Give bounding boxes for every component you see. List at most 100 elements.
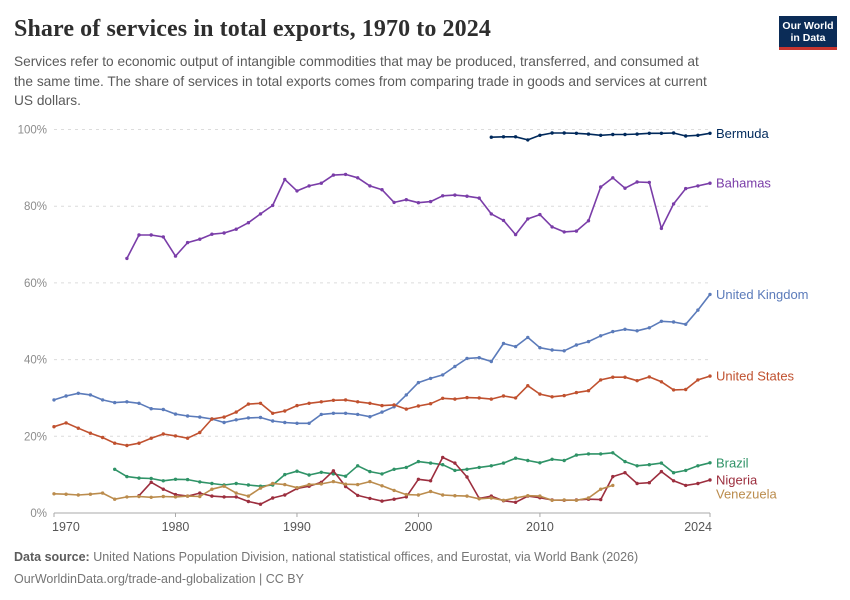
- entity-label-venezuela[interactable]: Venezuela: [716, 487, 777, 502]
- entity-label-united-states[interactable]: United States: [716, 369, 795, 384]
- series-marker-united-kingdom: [404, 393, 408, 397]
- series-marker-bahamas: [489, 212, 493, 216]
- series-marker-bermuda: [550, 131, 554, 135]
- x-axis-label-2024: 2024: [684, 520, 712, 534]
- series-marker-united-states: [489, 397, 493, 401]
- series-marker-united-states: [562, 393, 566, 398]
- series-marker-bermuda: [562, 131, 566, 135]
- series-line-nigeria[interactable]: [138, 456, 711, 505]
- series-marker-nigeria: [659, 469, 664, 474]
- series-marker-bahamas: [441, 194, 445, 198]
- entity-label-nigeria[interactable]: Nigeria: [716, 473, 758, 488]
- series-marker-brazil: [441, 463, 445, 467]
- series-marker-united-kingdom: [550, 348, 554, 352]
- series-marker-united-states: [477, 396, 481, 400]
- series-marker-united-states: [283, 409, 287, 413]
- series-marker-venezuela: [319, 482, 323, 486]
- entity-label-bermuda[interactable]: Bermuda: [716, 126, 770, 141]
- series-marker-united-states: [696, 378, 700, 382]
- series-marker-united-states: [586, 389, 591, 393]
- series-marker-united-states: [392, 403, 396, 407]
- series-marker-bermuda: [489, 135, 493, 139]
- series-marker-united-kingdom: [76, 391, 81, 395]
- series-marker-venezuela: [611, 483, 615, 488]
- series-marker-brazil: [647, 463, 651, 467]
- series-marker-united-states: [198, 430, 202, 435]
- x-axis-label-1970: 1970: [52, 520, 80, 534]
- series-line-brazil[interactable]: [113, 452, 711, 487]
- owid-logo-line1: Our World: [782, 19, 834, 32]
- series-marker-united-kingdom: [356, 412, 360, 417]
- series-marker-brazil: [635, 464, 639, 468]
- series-marker-brazil: [659, 461, 664, 465]
- series-marker-bahamas: [659, 226, 664, 231]
- series-marker-bahamas: [307, 184, 311, 188]
- series-marker-venezuela: [100, 491, 105, 495]
- entity-label-bahamas[interactable]: Bahamas: [716, 176, 771, 191]
- series-marker-bahamas: [538, 212, 542, 217]
- series-marker-united-states: [343, 398, 348, 402]
- footer-link[interactable]: OurWorldinData.org/trade-and-globalizati…: [14, 572, 304, 586]
- series-marker-nigeria: [356, 493, 360, 498]
- series-marker-united-states: [599, 378, 603, 382]
- chart-subtitle: Services refer to economic output of int…: [14, 54, 707, 108]
- series-marker-nigeria: [271, 496, 275, 500]
- x-axis-label-2000: 2000: [405, 520, 433, 534]
- series-marker-united-kingdom: [513, 344, 518, 349]
- series-marker-bahamas: [368, 184, 372, 188]
- series-marker-bahamas: [501, 218, 506, 223]
- series-marker-brazil: [307, 473, 311, 477]
- series-marker-united-kingdom: [671, 320, 676, 324]
- series-marker-united-states: [684, 387, 688, 392]
- series-marker-bahamas: [356, 176, 360, 180]
- series-marker-united-states: [246, 402, 251, 406]
- series-marker-nigeria: [258, 502, 263, 506]
- series-marker-brazil: [428, 461, 433, 465]
- series-marker-nigeria: [453, 461, 457, 465]
- owid-logo[interactable]: Our World in Data: [779, 16, 837, 50]
- series-marker-united-states: [149, 436, 153, 440]
- series-marker-united-states: [671, 388, 676, 392]
- series-marker-bahamas: [222, 231, 226, 235]
- series-marker-nigeria: [441, 455, 445, 460]
- series-marker-nigeria: [234, 495, 238, 499]
- series-marker-united-kingdom: [113, 400, 117, 405]
- series-marker-united-kingdom: [574, 343, 579, 347]
- series-marker-united-kingdom: [526, 335, 530, 340]
- series-marker-venezuela: [586, 496, 591, 500]
- series-marker-venezuela: [368, 479, 372, 484]
- series-marker-united-kingdom: [52, 398, 56, 402]
- series-marker-brazil: [708, 461, 712, 465]
- series-marker-venezuela: [271, 481, 275, 486]
- series-marker-brazil: [465, 467, 469, 471]
- series-marker-united-kingdom: [185, 414, 190, 418]
- series-marker-venezuela: [599, 487, 603, 491]
- series-line-bahamas[interactable]: [126, 173, 711, 260]
- series-marker-brazil: [562, 458, 566, 463]
- series-marker-bahamas: [550, 225, 554, 229]
- series-marker-bermuda: [708, 131, 712, 135]
- series-marker-united-states: [271, 411, 275, 415]
- series-marker-venezuela: [185, 494, 190, 498]
- series-marker-united-states: [307, 401, 311, 405]
- series-marker-united-states: [173, 434, 178, 438]
- series-marker-venezuela: [513, 496, 518, 500]
- series-marker-brazil: [113, 467, 117, 471]
- series-marker-nigeria: [392, 497, 396, 501]
- series-marker-united-states: [501, 394, 506, 398]
- series-marker-brazil: [416, 459, 421, 464]
- series-marker-bahamas: [125, 256, 129, 261]
- series-marker-united-states: [659, 380, 664, 384]
- series-marker-venezuela: [392, 488, 396, 493]
- y-axis-label-80: 80%: [24, 201, 47, 213]
- entity-label-brazil[interactable]: Brazil: [716, 455, 749, 470]
- series-marker-venezuela: [538, 494, 542, 498]
- series-marker-united-kingdom: [271, 419, 275, 423]
- entity-label-united-kingdom[interactable]: United Kingdom: [716, 287, 809, 302]
- series-marker-bahamas: [283, 177, 287, 182]
- series-marker-venezuela: [76, 493, 81, 497]
- series-marker-venezuela: [307, 482, 311, 487]
- series-marker-bermuda: [538, 133, 542, 137]
